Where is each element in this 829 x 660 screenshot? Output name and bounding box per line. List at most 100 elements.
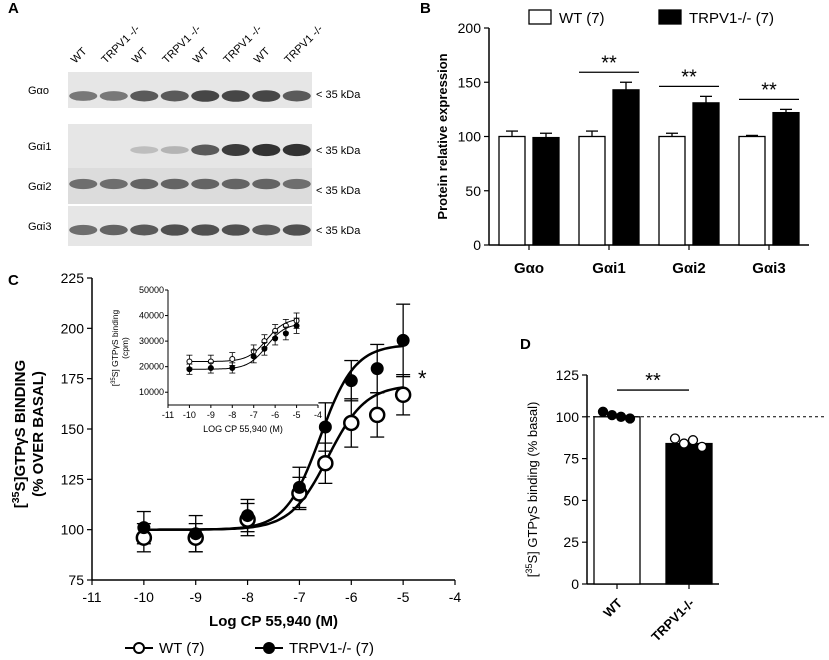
bar-trpv1 [612, 89, 640, 246]
bar-chart-basal-binding: 0 25 50 75 100 125 [35S] GTPγS binding (% basa… [524, 367, 824, 645]
x-tick-label: Gαo [514, 260, 544, 277]
inset-data-point [207, 364, 214, 371]
legend-swatch-wt [528, 9, 552, 25]
data-point-trpv1 [370, 362, 384, 376]
inset-x-axis-title: LOG CP 55,940 (M) [203, 424, 283, 434]
y-tick-label: 50 [563, 492, 579, 508]
inset-y-axis-title: [35S] GTPγS binding [110, 309, 120, 386]
inset-x-tick-label: -5 [293, 410, 301, 420]
panel-d-letter: D [520, 336, 531, 353]
row-label: Gαi2 [28, 181, 51, 193]
bar-trpv1 [665, 442, 713, 585]
data-point-trpv1 [189, 527, 203, 541]
inset-data-point [293, 322, 300, 329]
y-tick-label: 200 [458, 20, 482, 36]
panel-c-letter: C [8, 272, 19, 289]
y-tick-label: 225 [61, 270, 85, 286]
x-tick-label: -10 [134, 589, 154, 605]
bar-trpv1 [532, 136, 560, 246]
inset-y-axis-title-line2: (cpm) [120, 337, 130, 359]
western-blot-panel: WT TRPV1 -/-WT TRPV1 -/-WT TRPV1 -/-WT TRPV1… [28, 23, 361, 246]
lane-label: WT [252, 45, 273, 66]
x-tick-label: TRPV1-/- [648, 596, 697, 645]
blot-band [191, 224, 220, 236]
inset-data-point [250, 353, 257, 360]
inset-fit-curve [189, 319, 297, 362]
blot-band [99, 224, 128, 236]
kda-marker: < 35 kDa [316, 145, 361, 157]
bar-trpv1 [772, 111, 800, 246]
y-tick-label: 100 [556, 409, 580, 425]
y-tick-label: 125 [61, 471, 85, 487]
x-tick-label: -8 [241, 589, 254, 605]
individual-data-point [687, 435, 699, 446]
data-point-wt [343, 414, 360, 432]
lane-label: WT [69, 45, 90, 66]
inset-data-point [282, 330, 289, 337]
significance-label: ** [761, 79, 777, 101]
inset-x-tick-label: -10 [183, 410, 196, 420]
y-axis-title-line2: (% OVER BASAL) [30, 371, 47, 497]
inset-y-tick-label: 10000 [139, 387, 164, 397]
row-label: Gαo [28, 85, 49, 97]
bar-trpv1 [692, 102, 720, 246]
inset-data-point [186, 358, 193, 365]
x-tick-label: -9 [189, 589, 202, 605]
blot-band [130, 90, 159, 102]
blot-band [191, 178, 220, 190]
blot-band [69, 91, 98, 101]
significance-label: ** [601, 52, 617, 74]
data-point-trpv1 [292, 480, 306, 494]
individual-data-point [624, 413, 636, 424]
inset-x-tick-label: -6 [271, 410, 279, 420]
legend-label: TRPV1-/- (7) [689, 10, 774, 27]
inset-x-tick-label: -8 [228, 410, 236, 420]
y-tick-label: 25 [563, 534, 579, 550]
x-tick-label: Gαi3 [752, 260, 785, 277]
x-tick-label: -7 [293, 589, 306, 605]
significance-label: ** [681, 66, 697, 88]
bar-wt [658, 135, 686, 246]
inset-x-tick-label: -9 [207, 410, 215, 420]
blot-band [191, 90, 220, 102]
y-tick-label: 100 [61, 522, 85, 538]
inset-x-tick-label: -7 [250, 410, 258, 420]
y-axis-title: [35S] GTPγS binding (% basal) [524, 402, 540, 578]
data-point-wt [368, 406, 386, 424]
fit-curve [143, 344, 404, 531]
x-axis-title: Log CP 55,940 (M) [209, 613, 338, 630]
data-point-wt [317, 454, 334, 472]
data-point-trpv1 [137, 521, 151, 535]
data-point-trpv1 [318, 420, 332, 434]
blot-band [282, 178, 311, 190]
blot-band [221, 90, 250, 102]
fit-curve [143, 386, 404, 531]
x-tick-label: WT [600, 595, 625, 620]
inset-x-tick-label: -11 [162, 410, 174, 420]
lane-label: WT [130, 45, 151, 66]
y-axis-title: Protein relative expression [435, 53, 450, 219]
inset-y-tick-label: 40000 [139, 311, 164, 321]
blot-strip [68, 72, 312, 108]
x-tick-label: -6 [345, 589, 358, 605]
blot-band [221, 144, 250, 156]
data-point-wt [394, 386, 412, 404]
x-tick-label: Gαi1 [592, 260, 625, 277]
inset-data-point [186, 366, 193, 373]
row-label: Gαi1 [28, 141, 51, 153]
legend-label: WT (7) [559, 10, 605, 27]
lane-label: WT [191, 45, 212, 66]
individual-data-point [615, 411, 627, 422]
x-tick-label: Gαi2 [672, 260, 705, 277]
inset-x-tick-label: -4 [314, 410, 322, 420]
blot-band [130, 146, 159, 154]
y-tick-label: 0 [473, 237, 481, 253]
blot-band [69, 224, 98, 236]
blot-band [99, 178, 128, 190]
kda-marker: < 35 kDa [316, 185, 361, 197]
legend-swatch-trpv1 [658, 9, 682, 25]
bar-wt [593, 416, 641, 585]
blot-band [221, 224, 250, 236]
y-tick-label: 200 [61, 320, 85, 336]
blot-band [252, 178, 281, 190]
